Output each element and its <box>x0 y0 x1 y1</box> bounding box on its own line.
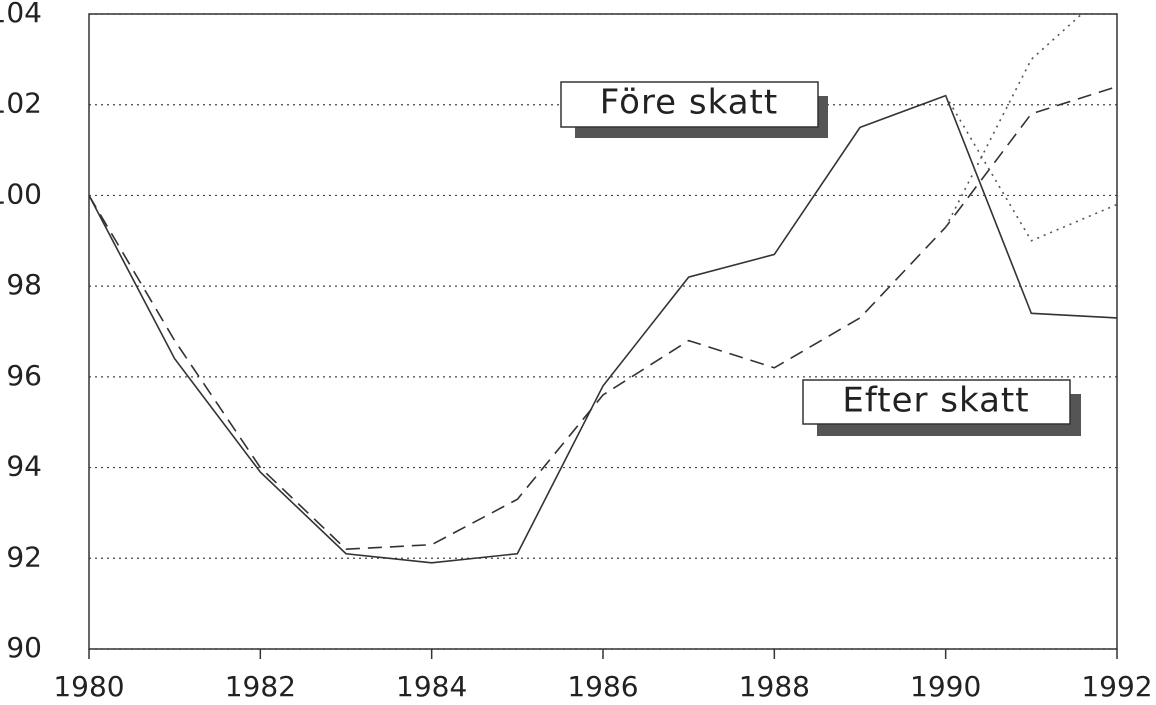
y-tick-label: 90 <box>6 631 42 664</box>
annotation-efter: Efter skatt <box>802 379 1081 436</box>
annotation: Efter skatt <box>842 381 1029 421</box>
x-tick-label: 1988 <box>739 670 810 703</box>
series-line <box>944 95 1117 242</box>
y-tick-label: 94 <box>6 450 42 483</box>
series-line <box>89 85 1117 551</box>
y-tick-label: 102 <box>0 87 42 120</box>
x-tick-label: 1984 <box>396 670 467 703</box>
y-tick-label: 96 <box>6 359 42 392</box>
x-tick-label: 1980 <box>53 670 124 703</box>
x-tick-label: 1992 <box>1081 670 1152 703</box>
y-tick-label: 98 <box>6 268 42 301</box>
y-tick-label: 104 <box>0 0 42 29</box>
y-tick-label: 92 <box>6 540 42 573</box>
x-tick-label: 1990 <box>910 670 981 703</box>
x-tick-label: 1986 <box>567 670 638 703</box>
x-tick-label: 1982 <box>225 670 296 703</box>
annotation-fore: Före skatt <box>560 81 828 138</box>
annotation: Före skatt <box>600 83 778 123</box>
y-tick-label: 100 <box>0 177 42 210</box>
series-line <box>89 94 1117 564</box>
